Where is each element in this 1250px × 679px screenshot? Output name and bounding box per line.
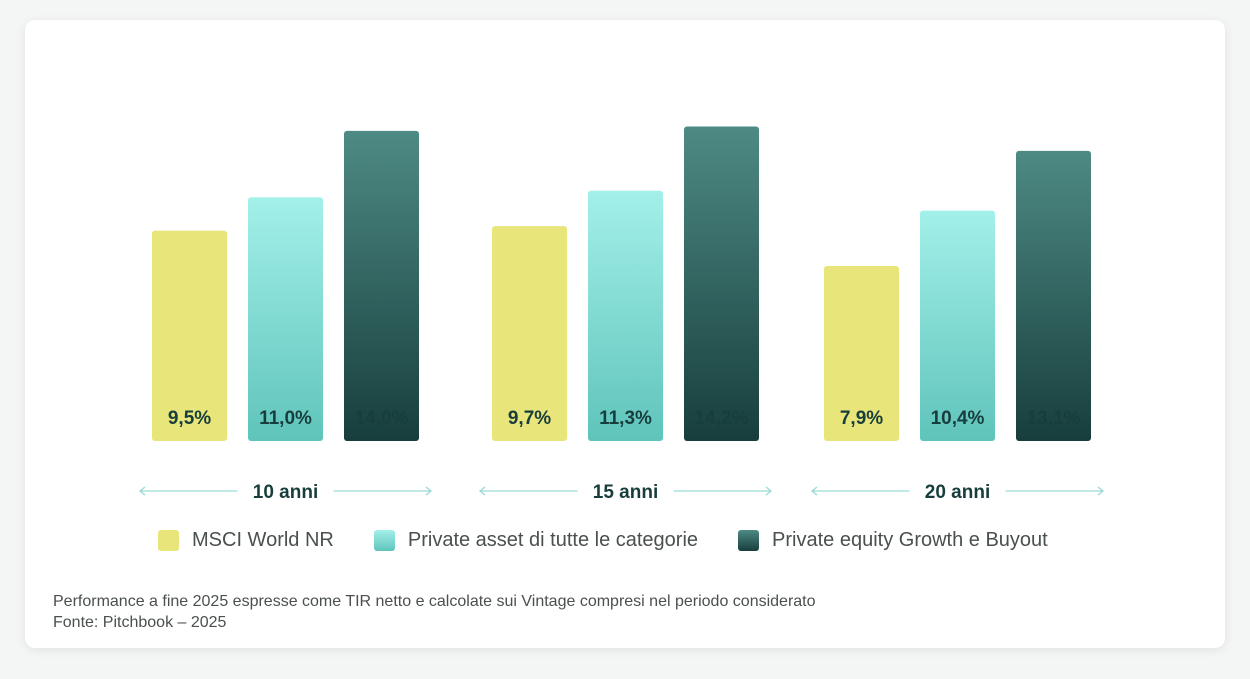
bar-private-equity-3: [1016, 150, 1091, 441]
category-label-3: 20 anni: [925, 482, 990, 503]
legend-swatch-private-asset: [373, 529, 395, 551]
arrowhead-right-1: [425, 486, 433, 496]
arrowhead-right-2: [765, 486, 773, 496]
legend-swatch-private-equity: [738, 529, 760, 551]
arrowhead-left-1: [138, 486, 146, 496]
bar-private-asset-3: [920, 210, 995, 441]
footnote-methodology: Performance a fine 2025 espresse come TI…: [53, 593, 816, 610]
data-label-private-equity-1: 14,0%: [355, 408, 409, 429]
data-label-private-equity-3: 13,1%: [1027, 408, 1081, 429]
data-label-msci-1: 9,5%: [168, 408, 211, 429]
bar-private-equity-2: [684, 126, 759, 441]
data-label-private-asset-1: 11,0%: [259, 408, 312, 429]
legend-item-msci: MSCI World NR: [158, 529, 334, 552]
data-label-private-asset-3: 10,4%: [931, 408, 985, 429]
data-label-private-asset-2: 11,3%: [599, 408, 652, 429]
data-label-private-equity-2: 14,2%: [695, 408, 749, 429]
bar-private-asset-2: [588, 190, 663, 441]
legend-label-msci: MSCI World NR: [192, 528, 334, 551]
bar-msci-3: [824, 266, 899, 441]
bar-private-equity-1: [344, 130, 419, 441]
bar-private-asset-1: [248, 197, 323, 441]
footnote-source: Fonte: Pitchbook – 2025: [53, 614, 227, 631]
arrowhead-left-3: [810, 486, 818, 496]
chart-legend: MSCI World NR Private asset di tutte le …: [158, 528, 1048, 552]
category-label-2: 15 anni: [593, 482, 658, 503]
data-label-msci-2: 9,7%: [508, 408, 551, 429]
data-label-msci-3: 7,9%: [840, 408, 883, 429]
legend-item-private-equity: Private equity Growth e Buyout: [738, 529, 1048, 552]
arrowhead-left-2: [478, 486, 486, 496]
legend-swatch-msci: [158, 529, 179, 551]
category-label-1: 10 anni: [253, 482, 318, 503]
legend-label-private-asset: Private asset di tutte le categorie: [407, 528, 699, 551]
bar-msci-1: [152, 230, 227, 441]
arrowhead-right-3: [1097, 486, 1105, 496]
bar-msci-2: [492, 226, 567, 441]
footnote: Performance a fine 2025 espresse come TI…: [53, 591, 816, 633]
legend-item-private-asset: Private asset di tutte le categorie: [373, 528, 699, 552]
legend-label-private-equity: Private equity Growth e Buyout: [772, 528, 1048, 551]
